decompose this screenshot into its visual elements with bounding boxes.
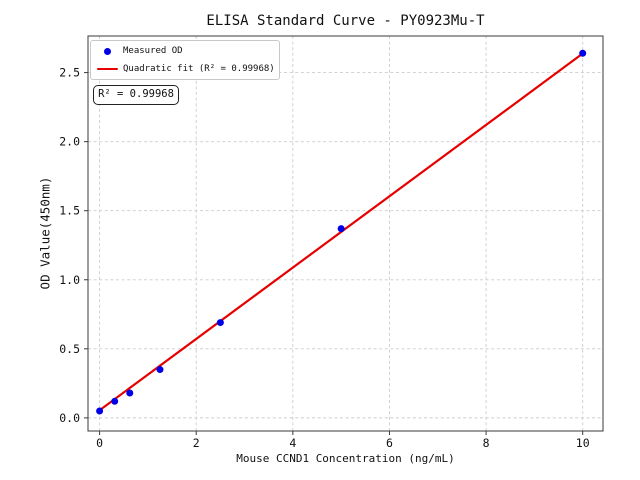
x-tick-label: 8 xyxy=(483,436,490,450)
y-tick-label: 1.5 xyxy=(59,204,80,218)
line-marker-icon xyxy=(95,67,119,71)
x-tick-label: 2 xyxy=(193,436,200,450)
legend-item-quadratic-fit: Quadratic fit (R² = 0.99968) xyxy=(91,60,279,78)
y-tick-label: 1.0 xyxy=(59,273,80,287)
data-point xyxy=(96,407,104,415)
y-tick-label: 0.5 xyxy=(59,342,80,356)
data-point xyxy=(337,225,345,233)
data-point xyxy=(216,319,224,327)
scatter-marker-icon xyxy=(95,47,119,55)
x-tick-label: 4 xyxy=(289,436,296,450)
chart-title: ELISA Standard Curve - PY0923Mu-T xyxy=(206,13,485,29)
data-point xyxy=(579,49,587,57)
legend-label-quadratic-fit: Quadratic fit (R² = 0.99968) xyxy=(123,64,275,74)
r-squared-annotation: R² = 0.99968 xyxy=(93,85,179,105)
y-tick-label: 0.0 xyxy=(59,411,80,425)
legend: Measured OD Quadratic fit (R² = 0.99968) xyxy=(90,40,280,80)
data-point xyxy=(126,389,134,397)
data-point xyxy=(156,366,164,374)
y-tick-label: 2.5 xyxy=(59,66,80,80)
plot-frame xyxy=(87,35,604,432)
x-tick-label: 0 xyxy=(96,436,103,450)
x-tick-label: 10 xyxy=(576,436,590,450)
legend-label-measured-od: Measured OD xyxy=(123,46,183,56)
data-point xyxy=(111,397,119,405)
x-axis-label: Mouse CCND1 Concentration (ng/mL) xyxy=(236,452,455,465)
x-tick-label: 6 xyxy=(386,436,393,450)
legend-item-measured-od: Measured OD xyxy=(91,42,279,60)
y-tick-label: 2.0 xyxy=(59,135,80,149)
